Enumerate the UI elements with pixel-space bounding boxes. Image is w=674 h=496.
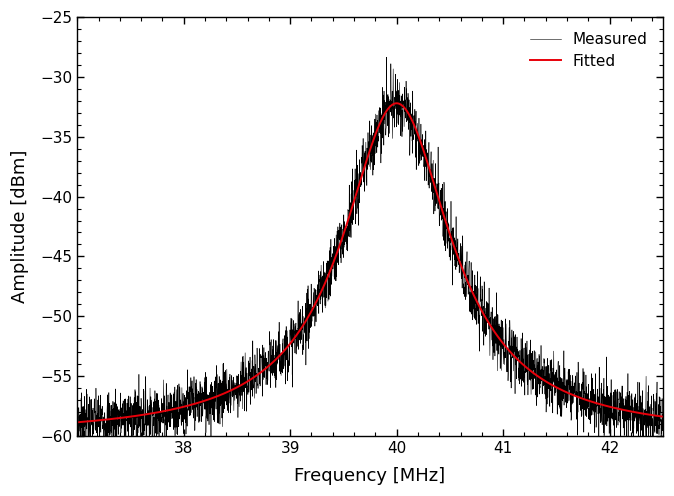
Fitted xyxy=(175,405,183,411)
Measured xyxy=(383,54,391,60)
Measured xyxy=(78,451,86,457)
Fitted xyxy=(323,275,331,281)
Line: Measured: Measured xyxy=(78,57,663,454)
Line: Fitted: Fitted xyxy=(78,103,663,422)
Fitted xyxy=(140,412,148,418)
Measured xyxy=(140,421,148,427)
Fitted xyxy=(73,419,82,425)
X-axis label: Frequency [MHz]: Frequency [MHz] xyxy=(295,467,446,485)
Fitted xyxy=(648,412,656,418)
Measured xyxy=(73,395,82,401)
Fitted xyxy=(298,324,306,330)
Measured xyxy=(648,408,656,414)
Legend: Measured, Fitted: Measured, Fitted xyxy=(522,25,655,76)
Measured xyxy=(584,416,592,422)
Fitted xyxy=(584,398,592,404)
Measured xyxy=(298,325,306,331)
Measured xyxy=(175,381,183,387)
Fitted xyxy=(393,100,401,106)
Y-axis label: Amplitude [dBm]: Amplitude [dBm] xyxy=(11,150,29,303)
Fitted xyxy=(659,414,667,420)
Measured xyxy=(324,258,332,264)
Measured xyxy=(659,411,667,417)
